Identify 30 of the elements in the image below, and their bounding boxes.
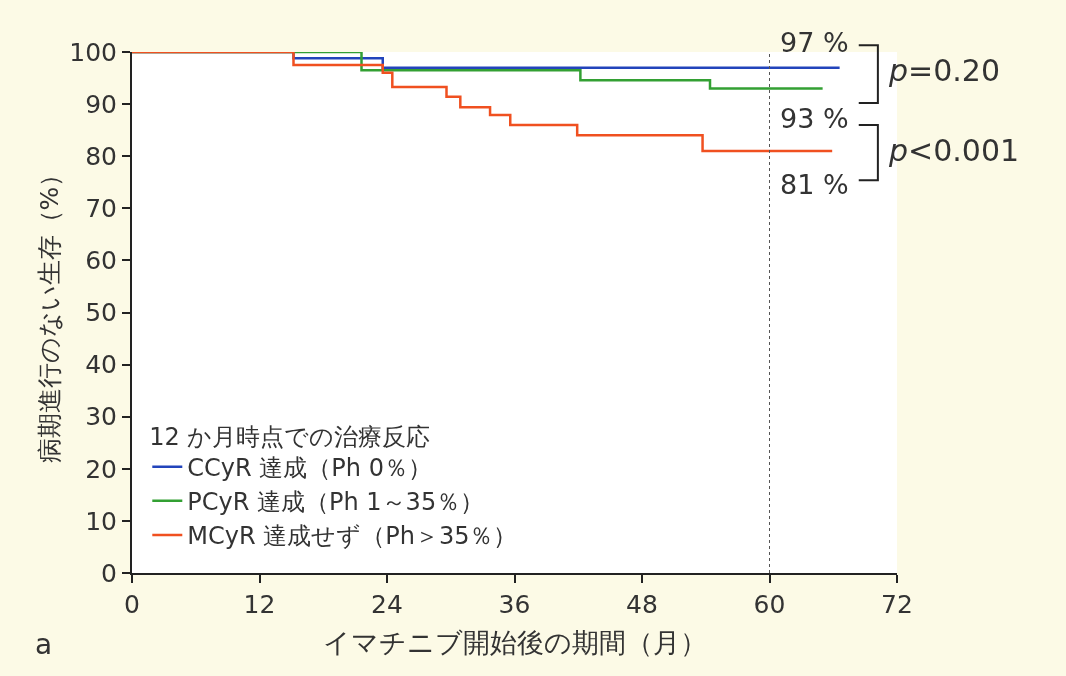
y-tick-label: 70	[85, 194, 117, 224]
y-tick-label: 60	[85, 246, 117, 276]
x-tick-label: 36	[498, 590, 531, 619]
x-tick-label: 60	[753, 590, 786, 619]
annotation: 97 %	[780, 27, 849, 58]
legend-label: PCyR 達成（Ph 1～35％）	[187, 488, 485, 517]
y-tick-label: 80	[85, 141, 117, 171]
x-tick-label: 12	[243, 590, 276, 619]
legend-label: CCyR 達成（Ph 0％）	[187, 454, 432, 483]
x-tick-label: 72	[881, 590, 913, 619]
annotation: 93 %	[780, 103, 849, 134]
y-tick-label: 40	[85, 350, 117, 380]
y-tick-label: 0	[101, 558, 117, 588]
legend-title: 12 か月時点での治療反応	[149, 422, 431, 451]
y-tick-label: 90	[85, 89, 117, 119]
x-tick-label: 48	[626, 590, 658, 619]
annotation: 81 %	[780, 169, 849, 200]
y-tick-label: 10	[85, 506, 117, 536]
text: a	[35, 628, 53, 661]
annotation: p=0.20	[888, 53, 1000, 88]
y-axis-title: 病期進行のない生存（%）	[34, 161, 64, 464]
y-tick-label: 50	[85, 298, 117, 328]
x-tick-label: 24	[371, 590, 403, 619]
x-tick-label: 0	[124, 590, 140, 619]
y-tick-label: 30	[85, 402, 117, 432]
x-axis-title: イマチニブ開始後の期間（月）	[322, 626, 707, 658]
y-tick-label: 100	[69, 37, 117, 67]
legend-label: MCyR 達成せず（Ph＞35％）	[187, 522, 518, 551]
annotation: p<0.001	[888, 133, 1020, 168]
y-tick-label: 20	[85, 454, 117, 484]
